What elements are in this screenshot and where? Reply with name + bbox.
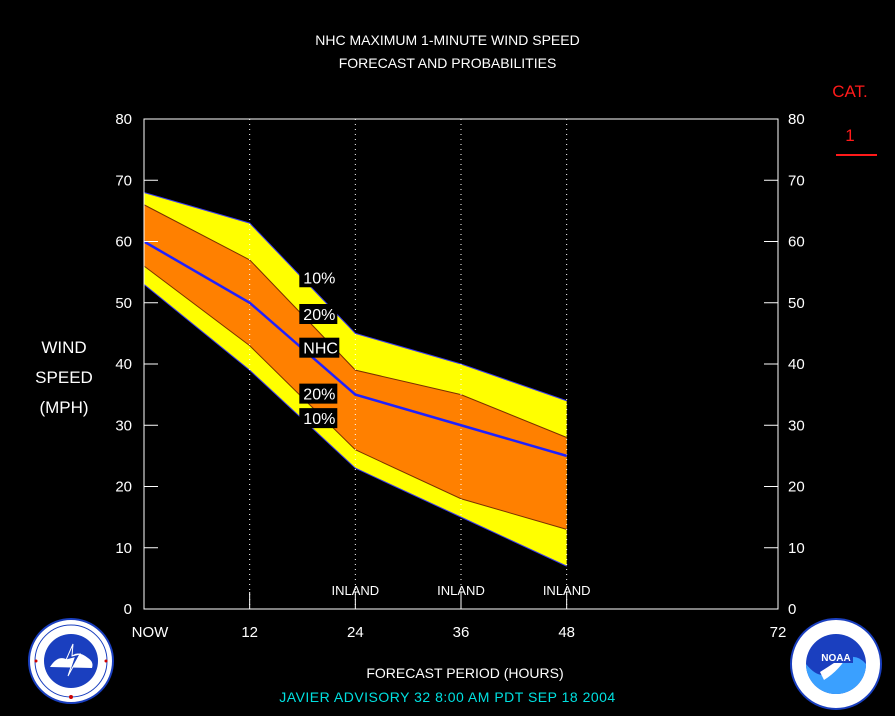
band-label-bg	[299, 383, 338, 404]
y-tick-label-right: 40	[788, 356, 805, 373]
y-tick-label-left: 10	[115, 540, 132, 557]
x-tick-label: NOW	[132, 624, 170, 641]
y-axis-label-line3: (MPH)	[39, 398, 89, 417]
y-tick-label-left: 50	[115, 295, 132, 312]
axis-ticks	[144, 118, 778, 610]
y-axis-label-line1: WIND	[41, 338, 87, 357]
svg-text:NOAA: NOAA	[821, 653, 850, 664]
y-tick-label-right: 10	[788, 540, 805, 557]
y-tick-label-right: 20	[788, 479, 805, 496]
x-tick-label: 12	[241, 624, 258, 641]
y-tick-label-left: 70	[115, 172, 132, 189]
x-tick-label: 36	[453, 624, 470, 641]
y-tick-label-right: 30	[788, 417, 805, 434]
advisory-footer: JAVIER ADVISORY 32 8:00 AM PDT SEP 18 20…	[279, 689, 616, 705]
y-tick-label-right: 60	[788, 234, 805, 251]
band-label: 20%	[303, 387, 335, 404]
noaa-logo: NOAA	[790, 618, 882, 710]
vertical-grid	[249, 119, 568, 609]
y-axis-label-line2: SPEED	[35, 368, 93, 387]
category-label: CAT.	[832, 82, 868, 101]
y-tick-label-right: 0	[788, 601, 796, 618]
inland-annotations: INLAND INLAND INLAND	[331, 583, 590, 598]
y-tick-label-left: 20	[115, 479, 132, 496]
y-tick-label-left: 40	[115, 356, 132, 373]
y-tick-label-right: 70	[788, 172, 805, 189]
band-10-lower-edge	[143, 283, 567, 567]
x-axis-label: FORECAST PERIOD (HOURS)	[366, 665, 563, 681]
band-label: 20%	[303, 307, 335, 324]
x-tick-label: 72	[770, 624, 787, 641]
axis-tick-labels: 0 0 10 10 20 20 30 30 40 40 50 50 60 60 70 70 80 80 NOW 12 2…	[115, 111, 804, 641]
y-tick-label-left: 80	[115, 111, 132, 128]
band-label: 10%	[303, 270, 335, 287]
band-label-bg	[299, 408, 338, 429]
inland-label: INLAND	[543, 583, 591, 598]
category-value: 1	[845, 126, 855, 145]
band-label-bg	[299, 337, 340, 358]
inland-label: INLAND	[331, 583, 379, 598]
inland-label: INLAND	[437, 583, 485, 598]
nhc-forecast-line	[143, 240, 568, 458]
chart-title-line2: FORECAST AND PROBABILITIES	[338, 55, 557, 71]
nws-logo	[28, 618, 114, 704]
band-10-upper-edge	[143, 192, 567, 402]
y-tick-label-left: 30	[115, 417, 132, 434]
band-label: NHC	[303, 341, 338, 358]
category-underline	[836, 154, 877, 156]
chart-title-line1: NHC MAXIMUM 1-MINUTE WIND SPEED	[315, 32, 580, 48]
band-label: 10%	[303, 411, 335, 428]
band-label-bg	[299, 304, 338, 324]
band-labels: 10% 20% NHC 20% 10%	[299, 267, 340, 429]
x-tick-label: 24	[347, 624, 364, 641]
y-tick-label-right: 80	[788, 111, 805, 128]
x-tick-label: 48	[558, 624, 575, 641]
y-tick-label-left: 0	[124, 601, 132, 618]
y-tick-label-left: 60	[115, 234, 132, 251]
band-20-upper-edge	[143, 204, 567, 438]
band-20-percent	[144, 204, 567, 530]
band-label-bg	[299, 267, 338, 288]
y-tick-label-right: 50	[788, 295, 805, 312]
